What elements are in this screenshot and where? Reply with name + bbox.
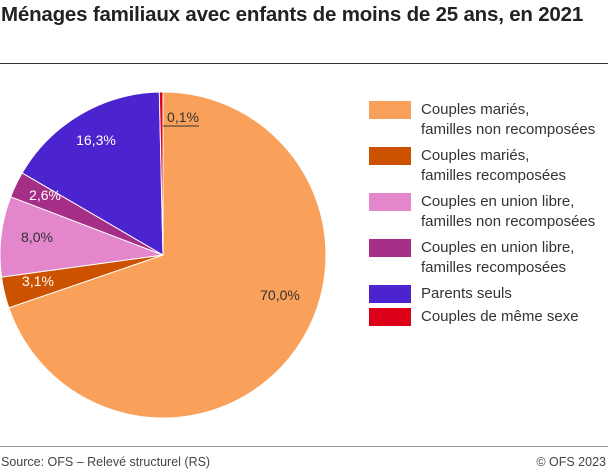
source-note: Source: OFS – Relevé structurel (RS) xyxy=(1,455,211,469)
slice-data-label: 16,3% xyxy=(76,132,116,148)
legend-swatch xyxy=(369,193,411,211)
legend-label: Couples en union libre, xyxy=(421,239,575,256)
legend-swatch xyxy=(369,101,411,119)
legend-swatch xyxy=(369,147,411,165)
legend-label: familles recomposées xyxy=(421,167,567,184)
legend-swatch xyxy=(369,285,411,303)
legend-swatch xyxy=(369,308,411,326)
slice-data-label: 2,6% xyxy=(29,187,61,203)
pie-slice xyxy=(158,91,164,256)
copyright: © OFS 2023 xyxy=(536,455,606,469)
legend-swatch xyxy=(369,239,411,257)
legend-label: familles recomposées xyxy=(421,259,567,276)
legend-item: Couples en union libre, familles non reco… xyxy=(369,192,595,232)
slice-data-label: 8,0% xyxy=(21,229,53,245)
legend-item: Parents seuls xyxy=(369,284,595,304)
legend-item: Couples mariés, familles non recomposées xyxy=(369,100,595,140)
legend-label: Parents seuls xyxy=(421,285,512,302)
legend-label: Couples de même sexe xyxy=(421,308,579,325)
legend-label: familles non recomposées xyxy=(421,213,596,230)
legend-label: familles non recomposées xyxy=(421,121,596,138)
legend-item: Couples en union libre, familles recompos… xyxy=(369,238,595,278)
footer-divider xyxy=(0,446,608,447)
slice-data-label: 3,1% xyxy=(22,273,54,289)
legend: Couples mariés, familles non recomposées C… xyxy=(369,100,595,330)
legend-label: Couples en union libre, xyxy=(421,193,575,210)
chart-title: Ménages familiaux avec enfants de moins … xyxy=(1,3,584,26)
pie-slice xyxy=(21,91,164,256)
slice-data-label: 0,1% xyxy=(167,109,199,125)
legend-item: Couples de même sexe xyxy=(369,307,595,327)
legend-item: Couples mariés, familles recomposées xyxy=(369,146,595,186)
slice-data-label: 70,0% xyxy=(260,287,300,303)
pie-slice xyxy=(8,91,327,419)
legend-label: Couples mariés, xyxy=(421,101,530,118)
legend-label: Couples mariés, xyxy=(421,147,530,164)
title-divider xyxy=(0,63,608,64)
